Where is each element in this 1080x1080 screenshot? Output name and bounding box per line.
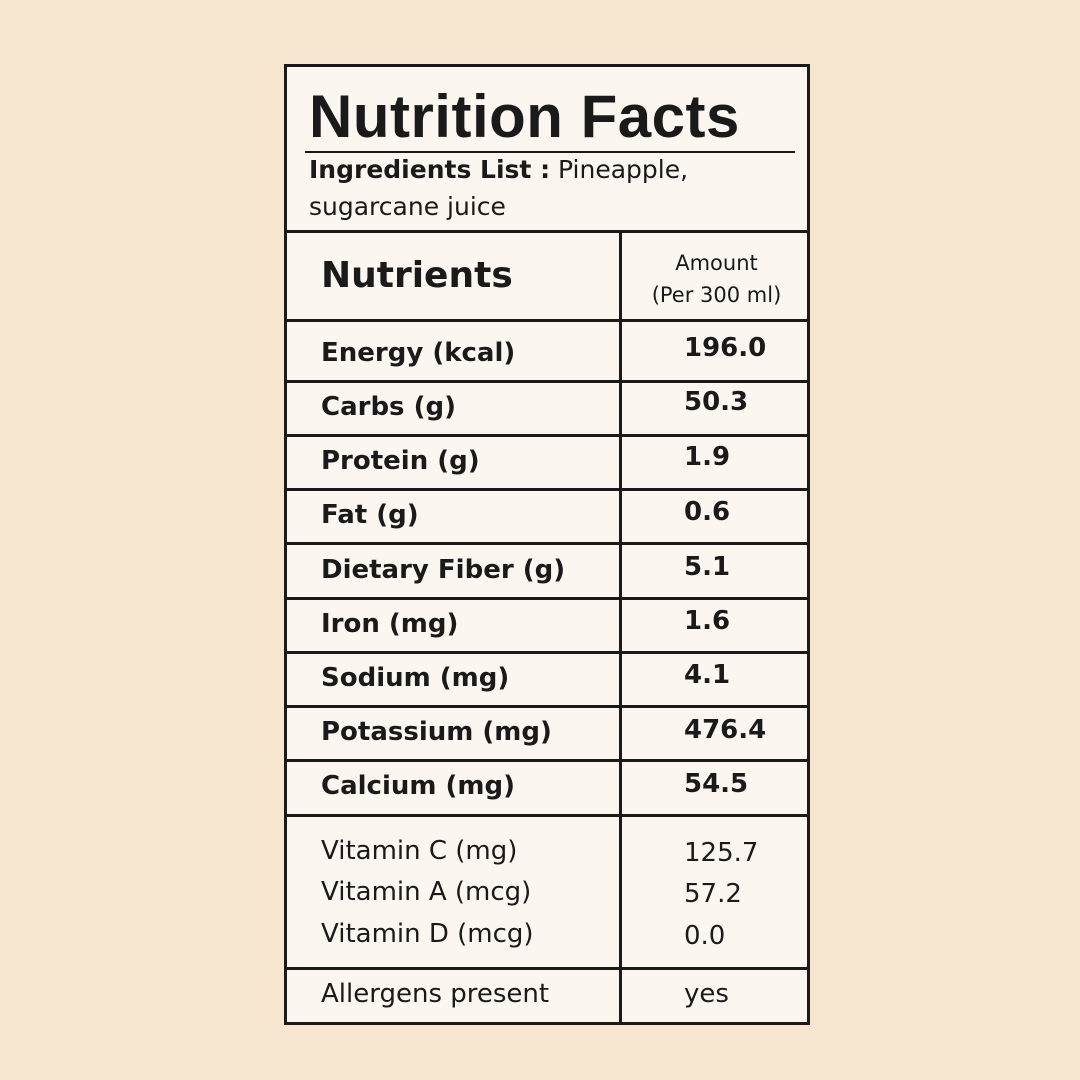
amount-header-line1: Amount — [675, 251, 758, 275]
nutrient-value: 476.4 — [684, 715, 767, 745]
vitamin-value: 125.7 — [684, 838, 759, 868]
vitamin-name: Vitamin C (mg) — [321, 836, 518, 866]
divider — [287, 434, 807, 437]
vitamin-name: Vitamin D (mcg) — [321, 919, 534, 949]
vitamin-value: 57.2 — [684, 879, 742, 909]
divider — [287, 814, 807, 817]
vitamin-value: 0.0 — [684, 921, 726, 951]
divider — [287, 651, 807, 654]
nutrient-name: Carbs (g) — [321, 392, 456, 422]
nutrient-value: 4.1 — [684, 660, 731, 690]
nutrient-name: Sodium (mg) — [321, 663, 510, 693]
nutrient-name: Energy (kcal) — [321, 338, 516, 368]
ingredients-text-line2: sugarcane juice — [309, 192, 506, 221]
nutrient-name: Fat (g) — [321, 500, 419, 530]
ingredients-list: Ingredients List : Pineapple, sugarcane … — [309, 151, 779, 225]
column-divider — [619, 230, 622, 1025]
nutrient-name: Protein (g) — [321, 446, 480, 476]
nutrient-name: Dietary Fiber (g) — [321, 555, 566, 585]
divider — [287, 967, 807, 970]
ingredients-label: Ingredients List : — [309, 155, 551, 184]
nutrients-header: Nutrients — [321, 255, 513, 296]
nutrient-value: 196.0 — [684, 333, 767, 363]
divider — [287, 597, 807, 600]
label-title: Nutrition Facts — [305, 83, 795, 153]
nutrient-value: 50.3 — [684, 387, 749, 417]
nutrient-name: Iron (mg) — [321, 609, 459, 639]
divider — [287, 542, 807, 545]
divider — [287, 230, 807, 233]
divider — [287, 488, 807, 491]
divider — [287, 319, 807, 322]
allergens-value: yes — [684, 979, 729, 1009]
nutrient-value: 54.5 — [684, 769, 749, 799]
amount-header-line2: (Per 300 ml) — [651, 283, 782, 307]
nutrient-name: Potassium (mg) — [321, 717, 552, 747]
nutrient-value: 1.9 — [684, 442, 731, 472]
amount-header: Amount (Per 300 ml) — [623, 247, 810, 311]
divider — [287, 759, 807, 762]
nutrient-name: Calcium (mg) — [321, 771, 515, 801]
nutrient-value: 1.6 — [684, 606, 731, 636]
ingredients-text: Pineapple, — [550, 155, 689, 184]
allergens-label: Allergens present — [321, 979, 550, 1009]
nutrient-value: 5.1 — [684, 552, 731, 582]
vitamin-name: Vitamin A (mcg) — [321, 877, 532, 907]
nutrient-value: 0.6 — [684, 497, 731, 527]
nutrition-label: Nutrition Facts Ingredients List : Pinea… — [284, 64, 810, 1025]
divider — [287, 705, 807, 708]
divider — [287, 380, 807, 383]
